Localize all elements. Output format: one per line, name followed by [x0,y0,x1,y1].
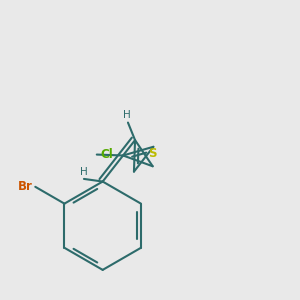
Text: Br: Br [18,180,33,193]
Text: S: S [148,147,157,160]
Text: Cl: Cl [100,148,113,161]
Text: H: H [123,110,131,121]
Text: H: H [80,167,88,177]
